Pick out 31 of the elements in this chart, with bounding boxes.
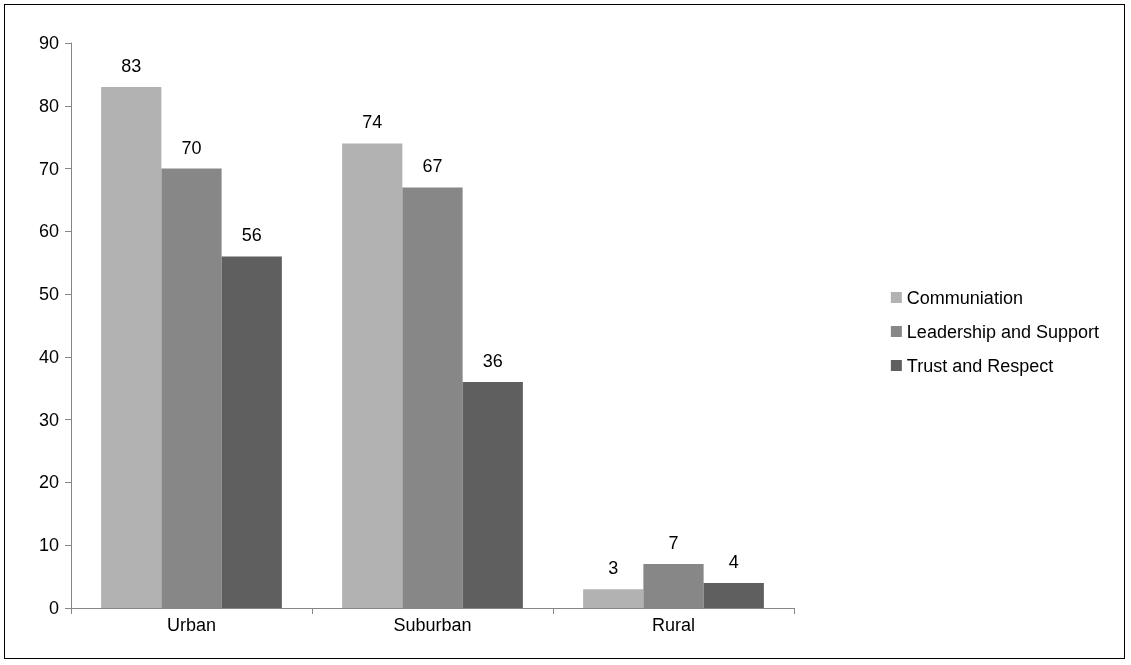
legend-label: Trust and Respect [906, 355, 1054, 376]
bar [703, 582, 764, 608]
legend-label: Leadership and Support [906, 321, 1100, 342]
y-tick-label: 80 [38, 95, 59, 116]
y-tick-label: 60 [38, 221, 59, 242]
data-label: 74 [362, 112, 383, 133]
data-label: 67 [422, 156, 443, 177]
x-tick-label: Suburban [393, 615, 472, 635]
y-tick-label: 70 [38, 158, 59, 179]
y-tick-label: 10 [38, 535, 59, 556]
bar [101, 86, 162, 608]
bar [342, 143, 403, 608]
y-tick-label: 0 [48, 598, 59, 618]
bar [221, 256, 282, 608]
data-label: 70 [181, 137, 202, 158]
y-tick-label: 30 [38, 409, 59, 430]
data-label: 83 [121, 55, 142, 76]
x-tick-label: Rural [651, 615, 696, 635]
y-tick-label: 40 [38, 346, 59, 367]
y-tick-label: 20 [38, 472, 59, 493]
data-label: 56 [241, 225, 262, 246]
data-label: 3 [608, 558, 619, 579]
data-label: 4 [728, 551, 739, 572]
data-label: 7 [668, 533, 679, 554]
x-tick-label: Urban [166, 615, 217, 635]
y-tick-label: 50 [38, 284, 59, 305]
legend-label: Communiation [906, 287, 1023, 308]
bar [462, 382, 523, 608]
data-label: 36 [482, 351, 503, 371]
y-tick-label: 90 [38, 33, 59, 53]
bar [583, 589, 644, 608]
